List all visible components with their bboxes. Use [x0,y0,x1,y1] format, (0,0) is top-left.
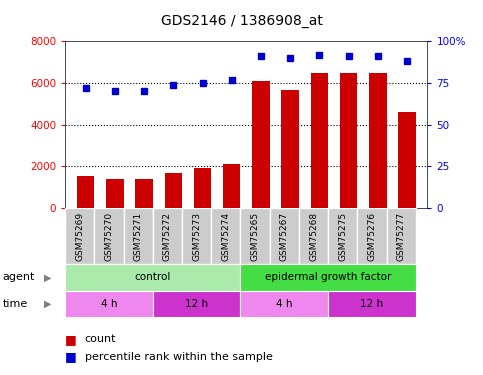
Bar [386,208,416,264]
Bar [241,264,416,291]
Bar [182,208,211,264]
Text: GSM75272: GSM75272 [163,212,172,261]
Bar [194,168,211,208]
Bar [369,72,386,208]
Text: GSM75265: GSM75265 [251,211,259,261]
Bar [106,179,124,208]
Text: ■: ■ [65,333,77,346]
Bar [94,208,124,264]
Text: GSM75274: GSM75274 [221,212,230,261]
Bar [135,178,153,208]
Text: GSM75268: GSM75268 [309,211,318,261]
Text: GSM75271: GSM75271 [134,211,143,261]
Text: time: time [2,299,28,309]
Bar [65,208,94,264]
Text: GDS2146 / 1386908_at: GDS2146 / 1386908_at [160,13,323,28]
Text: GSM75267: GSM75267 [280,211,289,261]
Bar [65,291,153,317]
Bar [223,164,241,208]
Bar [65,264,241,291]
Text: 12 h: 12 h [185,299,208,309]
Bar [328,291,416,317]
Text: GSM75273: GSM75273 [192,211,201,261]
Bar [282,90,299,208]
Bar [252,81,270,208]
Text: GSM75275: GSM75275 [338,211,347,261]
Text: epidermal growth factor: epidermal growth factor [265,273,391,282]
Text: 12 h: 12 h [360,299,384,309]
Text: GSM75269: GSM75269 [75,211,85,261]
Text: ■: ■ [65,351,77,363]
Bar [340,72,357,208]
Text: 4 h: 4 h [101,299,117,309]
Text: count: count [85,334,116,344]
Text: GSM75270: GSM75270 [104,211,114,261]
Text: control: control [135,273,171,282]
Bar [124,208,153,264]
Bar [398,112,416,208]
Text: percentile rank within the sample: percentile rank within the sample [85,352,272,362]
Bar [328,208,357,264]
Bar [211,208,241,264]
Bar [357,208,386,264]
Bar [77,176,94,208]
Bar [241,208,270,264]
Bar [241,291,328,317]
Text: agent: agent [2,273,35,282]
Text: GSM75276: GSM75276 [368,211,376,261]
Bar [270,208,299,264]
Text: GSM75277: GSM75277 [397,211,406,261]
Bar [153,291,241,317]
Text: 4 h: 4 h [276,299,293,309]
Bar [153,208,182,264]
Bar [311,72,328,208]
Bar [165,172,182,208]
Text: ▶: ▶ [44,299,52,309]
Bar [299,208,328,264]
Text: ▶: ▶ [44,273,52,282]
